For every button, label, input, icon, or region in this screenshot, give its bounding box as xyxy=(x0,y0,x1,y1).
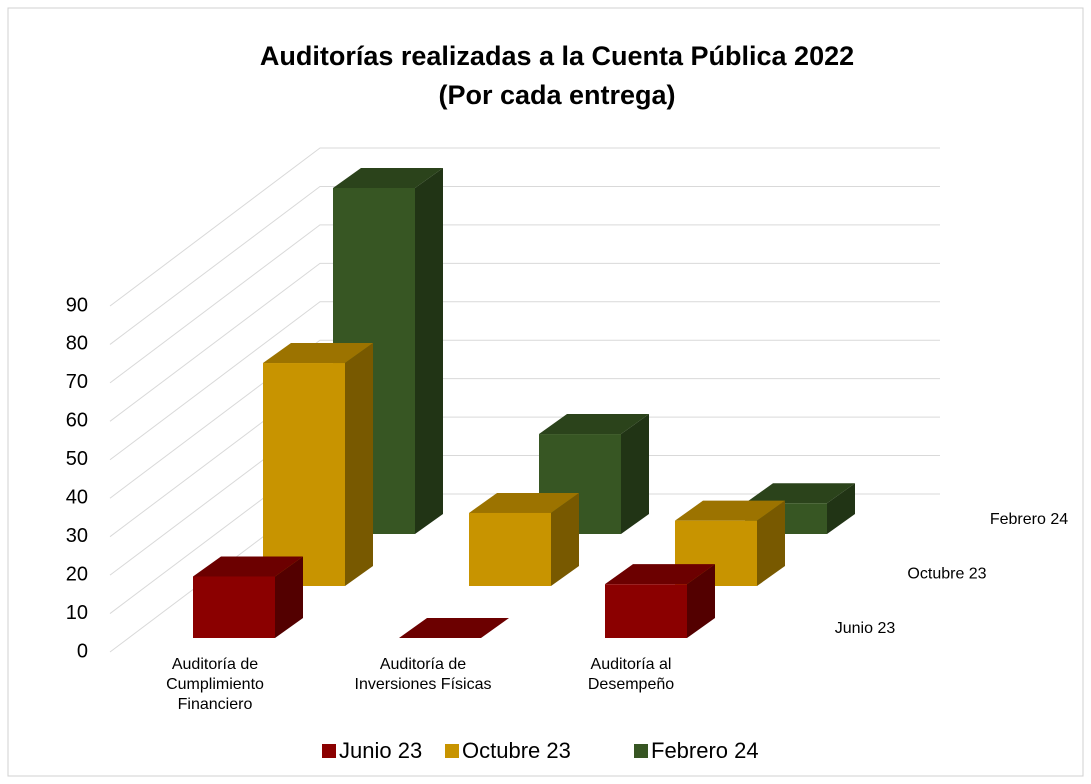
series-axis-label: Febrero 24 xyxy=(990,511,1068,528)
series-axis-label: Junio 23 xyxy=(835,620,896,637)
x-tick-label: Auditoría de Inversiones Físicas xyxy=(354,656,492,693)
bar-top xyxy=(193,556,303,577)
y-tick-label: 70 xyxy=(66,371,88,393)
bar-side xyxy=(757,500,785,586)
bar-top xyxy=(605,564,715,585)
bar-front xyxy=(263,363,345,586)
chart-border xyxy=(7,7,1084,777)
y-tick-label: 60 xyxy=(66,410,88,432)
grid-line xyxy=(109,224,940,384)
legend-label: Febrero 24 xyxy=(651,738,759,763)
grid-line xyxy=(109,339,940,499)
bar-side xyxy=(827,483,855,534)
bar xyxy=(399,618,509,638)
bar-side xyxy=(551,492,579,586)
legend-swatch xyxy=(322,744,336,758)
bar xyxy=(263,343,373,586)
bar-front xyxy=(605,584,687,638)
bar-side xyxy=(687,564,715,638)
chart-title: Auditorías realizadas a la Cuenta Públic… xyxy=(260,41,854,71)
bar xyxy=(469,492,579,586)
bar-top xyxy=(675,500,785,521)
legend-swatch xyxy=(634,744,648,758)
bar xyxy=(605,564,715,638)
bar-side xyxy=(621,414,649,534)
grid-line xyxy=(109,301,940,461)
bar-top xyxy=(333,168,443,188)
y-tick-label: 80 xyxy=(66,333,88,355)
chart-subtitle: (Por cada entrega) xyxy=(438,80,675,110)
bar-top xyxy=(539,414,649,435)
y-tick-label: 10 xyxy=(66,602,88,624)
bar-front xyxy=(193,576,275,638)
bar xyxy=(539,414,649,534)
grid-line xyxy=(109,185,940,345)
bar-top xyxy=(399,618,509,638)
legend-swatch xyxy=(445,744,459,758)
y-tick-label: 50 xyxy=(66,448,88,470)
bar-side xyxy=(415,168,443,534)
x-tick-label: Auditoría de Cumplimiento Financiero xyxy=(166,656,264,713)
legend-label: Junio 23 xyxy=(339,738,422,763)
bar-side xyxy=(345,343,373,586)
y-tick-label: 30 xyxy=(66,525,88,547)
x-tick-label: Auditoría al Desempeño xyxy=(587,656,675,693)
y-tick-label: 0 xyxy=(77,640,88,662)
bar-front xyxy=(469,512,551,586)
bar-top xyxy=(745,483,855,504)
bar-top xyxy=(469,492,579,513)
bar-side xyxy=(275,556,303,638)
legend-label: Octubre 23 xyxy=(462,738,571,763)
grid-line xyxy=(109,262,940,422)
bar-top xyxy=(263,343,373,364)
y-tick-label: 20 xyxy=(66,563,88,585)
y-tick-label: 90 xyxy=(66,294,88,316)
y-tick-label: 40 xyxy=(66,487,88,509)
bar xyxy=(193,556,303,638)
grid-line xyxy=(109,147,940,307)
series-axis-label: Octubre 23 xyxy=(907,566,986,583)
